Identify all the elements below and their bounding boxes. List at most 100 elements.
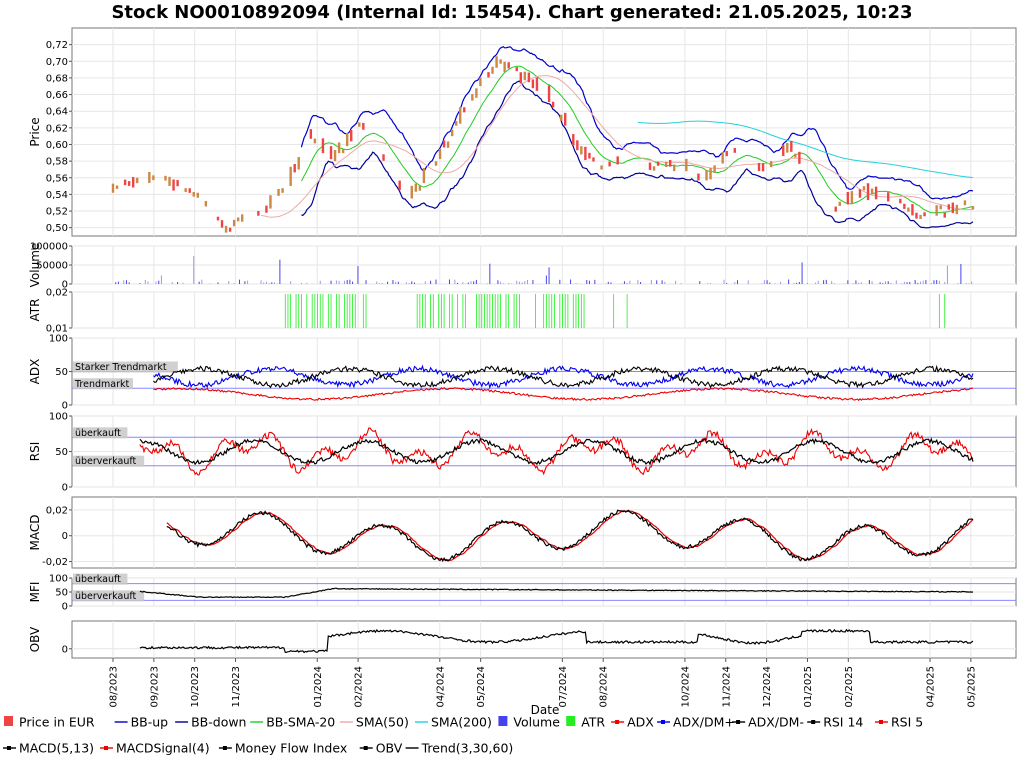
legend-marker — [811, 720, 816, 724]
indicator-panels: 0,50 0,52 0,54 0,56 0,58 0,60 0,62 0,64 0,66 0,68… — [28, 27, 1017, 659]
macd-line — [166, 509, 974, 563]
legend-label: RSI 5 — [891, 715, 923, 730]
price-candle — [757, 162, 761, 172]
price-candle — [798, 151, 801, 164]
price-candle — [685, 158, 688, 172]
y-tick-label: 0,50 — [46, 223, 68, 234]
legend-label: ADX/DM+ — [673, 715, 735, 730]
price-candle — [600, 165, 603, 170]
price-candle — [341, 149, 345, 154]
price-candle — [228, 227, 232, 232]
price-candle — [410, 185, 413, 199]
x-tick-label: 04/2024 — [435, 666, 446, 708]
zone-label: überkauft — [75, 428, 121, 439]
price-candle — [184, 188, 187, 192]
price-candle — [588, 152, 591, 159]
y-tick-label: 50 — [55, 588, 68, 599]
price-candle — [152, 175, 155, 181]
zone-label: überverkauft — [75, 591, 137, 602]
price-candle — [608, 161, 611, 167]
x-tick-label: 02/2024 — [354, 666, 365, 708]
price-candle — [551, 101, 555, 108]
y-tick-label: 0 — [62, 531, 68, 542]
legend-marker — [615, 720, 620, 724]
price-candle — [947, 204, 950, 210]
price-candle — [838, 201, 841, 206]
price-candle — [362, 122, 365, 130]
legend-label: ADX/DM- — [748, 715, 804, 730]
price-candle — [463, 107, 466, 113]
price-candle — [870, 188, 874, 194]
x-tick-label: 10/2023 — [190, 666, 201, 708]
obv-line — [139, 628, 974, 654]
price-candle — [293, 163, 296, 173]
price-candle — [454, 121, 458, 126]
bb-up-line — [300, 45, 974, 200]
price-candle — [572, 134, 575, 146]
legend-marker — [104, 746, 108, 750]
legend-label: OBV — [376, 741, 403, 756]
legend-item: SMA(50) — [339, 715, 409, 730]
price-candle — [943, 212, 946, 218]
panel-frame — [71, 496, 1017, 569]
x-axis-label: Date — [531, 703, 560, 717]
y-axis-label: RSI — [28, 442, 42, 462]
zone-label-bg — [73, 361, 178, 373]
sma-200-line — [637, 120, 974, 179]
price-candle — [664, 161, 668, 167]
price-candle — [519, 72, 522, 84]
legend-item: SMA(200) — [415, 715, 492, 730]
price-candle — [123, 179, 127, 186]
zone-label-bg — [73, 590, 145, 602]
price-candle — [705, 170, 708, 181]
y-tick-label: 0,56 — [46, 173, 68, 184]
legend-item: MACDSignal(4) — [100, 741, 210, 756]
price-candle — [414, 183, 418, 192]
price-candle — [862, 186, 866, 191]
y-tick-label: 50 — [55, 367, 68, 378]
y-tick-label: 100000 — [30, 242, 68, 253]
money-flow-index-line — [139, 587, 974, 599]
price-candle — [398, 180, 401, 191]
price-candle — [241, 214, 244, 222]
legend-label: ATR — [581, 715, 605, 730]
legend-label: MACDSignal(4) — [116, 741, 210, 756]
price-candle — [313, 138, 317, 144]
y-tick-label: 0,62 — [46, 123, 68, 134]
price-candle — [951, 202, 955, 214]
y-axis-label: Volume — [28, 243, 42, 288]
price-candle — [527, 72, 531, 83]
price-candle — [196, 192, 199, 198]
legend-label: Money Flow Index — [235, 741, 347, 756]
legend-item: Money Flow Index — [218, 741, 347, 756]
price-candle — [479, 77, 482, 87]
panel-adx: 0 50 100 ADX Starker Trendmarkt Trendmarkt — [28, 334, 1017, 412]
price-candle — [515, 67, 518, 72]
y-tick-label: 0,68 — [46, 73, 68, 84]
price-candle — [652, 166, 656, 171]
price-candle — [220, 220, 224, 228]
price-candle — [487, 72, 490, 78]
price-candle — [668, 159, 672, 167]
price-candle — [535, 77, 539, 91]
y-tick-label: 0 — [62, 280, 68, 291]
y-tick-label: 0 — [62, 401, 68, 412]
x-tick-label: 02/2025 — [844, 666, 855, 708]
price-candle — [434, 161, 438, 166]
price-candle — [721, 151, 724, 164]
price-candle — [418, 185, 422, 191]
legend-item: ADX — [611, 715, 654, 730]
price-candle — [337, 142, 341, 154]
zone-label: überverkauft — [75, 456, 137, 467]
price-candle — [329, 146, 333, 160]
price-candle — [673, 164, 676, 172]
legend-item: ADX/DM+ — [657, 715, 735, 730]
x-tick-label: 05/2025 — [966, 666, 977, 708]
legend-item: Price in EUR — [4, 715, 95, 730]
price-candle — [136, 177, 139, 184]
x-tick-label: 09/2023 — [149, 666, 160, 708]
legend-marker — [879, 720, 883, 724]
price-candle — [265, 205, 268, 213]
legend-item: RSI 14 — [807, 715, 863, 730]
